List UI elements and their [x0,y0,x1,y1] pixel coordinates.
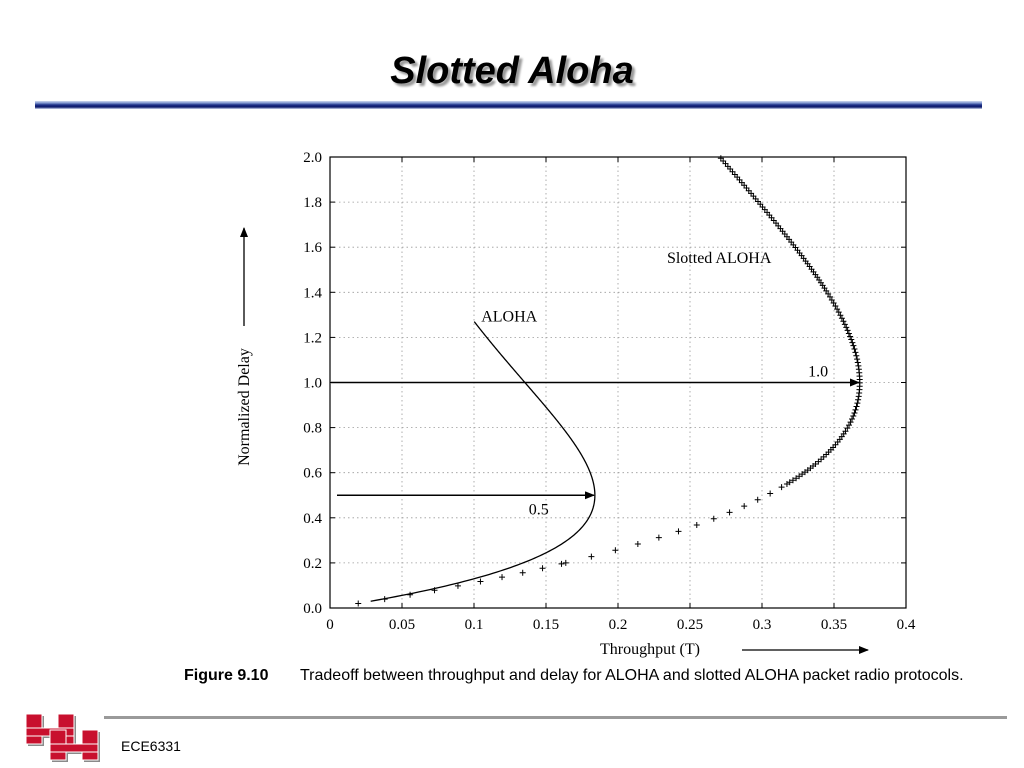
y-tick-label: 1.8 [303,195,322,211]
slotted-aloha-point [849,339,856,346]
slotted-aloha-point [843,324,850,331]
slotted-aloha-point [717,155,724,162]
slotted-aloha-point [847,419,854,426]
slotted-aloha-point [844,327,851,334]
slotted-aloha-point [842,428,849,435]
slotted-aloha-point [853,403,860,410]
slotted-aloha-point [840,318,847,325]
x-tick-label: 0.2 [609,617,628,633]
y-axis-title: Normalized Delay [236,348,253,466]
slotted-aloha-point [558,560,565,567]
slotted-aloha-point [851,346,858,353]
slotted-aloha-point [588,553,595,560]
slotted-aloha-point [825,290,832,297]
series-label-aloha: ALOHA [481,309,537,326]
slotted-aloha-point [355,600,362,607]
slotted-aloha-point [539,565,546,572]
slotted-aloha-point [838,315,845,322]
slotted-aloha-point [848,336,855,343]
x-tick-label: 0.15 [533,617,559,633]
annotation-label: 1.0 [808,364,828,381]
slotted-aloha-point [741,503,748,510]
y-tick-label: 1.6 [303,240,322,256]
annotation-label: 0.5 [529,501,549,518]
slotted-aloha-point [407,591,414,598]
slotted-aloha-point [477,578,484,585]
footer-divider [104,716,1007,719]
slotted-aloha-point [852,406,859,413]
x-tick-label: 0.1 [465,617,484,633]
slotted-aloha-point [841,321,848,328]
slotted-aloha-point [767,490,774,497]
slotted-aloha-point [844,425,851,432]
slotted-aloha-point [381,596,388,603]
x-tick-label: 0 [326,617,334,633]
x-tick-label: 0.05 [389,617,415,633]
slotted-aloha-point [830,300,837,307]
title-divider [35,101,982,109]
slotted-aloha-point [851,409,858,416]
y-tick-label: 0.8 [303,421,322,437]
slotted-aloha-point [854,356,861,363]
slotted-aloha-point [827,293,834,300]
slotted-aloha-point [726,509,733,516]
y-tick-label: 1.4 [303,285,322,301]
x-tick-label: 0.3 [753,617,772,633]
x-axis-title: Throughput (T) [600,641,700,658]
slotted-aloha-point [793,475,800,482]
slotted-aloha-point [562,559,569,566]
y-tick-label: 0.2 [303,556,322,572]
series-aloha-curve [370,321,596,602]
slotted-aloha-point [786,479,793,486]
figure-caption-text: Tradeoff between throughput and delay fo… [300,667,964,684]
slotted-aloha-point [612,547,619,554]
slotted-aloha-point [854,400,861,407]
slotted-aloha-point [710,515,717,522]
figure-label: Figure 9.10 [184,667,269,684]
y-tick-label: 0.6 [303,466,322,482]
x-tick-label: 0.35 [821,617,847,633]
slotted-aloha-point [828,296,835,303]
slotted-aloha-point [846,422,852,429]
x-tick-label: 0.4 [897,617,916,633]
course-code: ECE6331 [121,738,181,754]
slotted-aloha-point [853,352,860,359]
slide-title: Slotted Aloha [390,50,634,92]
slotted-aloha-point [634,540,641,547]
y-tick-label: 0.4 [303,511,322,527]
slotted-aloha-point [778,484,785,491]
slotted-aloha-point [655,534,662,541]
slotted-aloha-point [499,574,506,581]
slotted-aloha-point [754,496,761,503]
uh-logo-icon [26,713,100,762]
y-tick-label: 2.0 [303,150,322,166]
slotted-aloha-point [431,587,438,594]
slotted-aloha-point [847,333,854,340]
slotted-aloha-point [693,522,700,529]
slotted-aloha-point [454,582,461,589]
series-label-slotted-aloha: Slotted ALOHA [667,250,772,267]
slotted-aloha-point [675,528,682,535]
y-tick-label: 1.0 [303,376,322,392]
slotted-aloha-point [835,309,842,316]
slotted-aloha-point [855,396,862,403]
axis-ticks [329,156,907,609]
y-tick-label: 1.2 [303,330,322,346]
slotted-aloha-point [832,303,839,310]
slotted-aloha-point [834,306,841,313]
slotted-aloha-point [852,349,859,356]
x-tick-label: 0.25 [677,617,703,633]
slotted-aloha-point [519,569,526,576]
slotted-aloha-point [855,362,862,369]
slotted-aloha-point [854,359,861,366]
slotted-aloha-point [845,330,852,337]
slotted-aloha-point [789,477,796,484]
y-tick-label: 0.0 [303,601,322,617]
figure-caption: Figure 9.10 Tradeoff between throughput a… [184,666,974,685]
slotted-aloha-point [850,412,857,419]
slotted-aloha-point [837,312,844,319]
slotted-aloha-point [849,416,855,423]
slotted-aloha-point [850,342,857,349]
